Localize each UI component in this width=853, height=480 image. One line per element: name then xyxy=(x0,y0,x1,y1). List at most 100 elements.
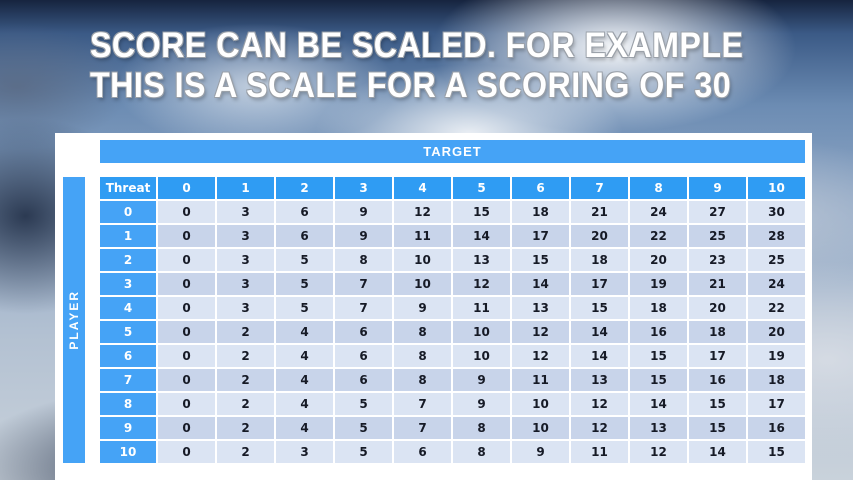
table-cell: 3 xyxy=(217,297,274,319)
table-cell: 0 xyxy=(158,297,215,319)
table-cell: 4 xyxy=(276,345,333,367)
table-cell: 16 xyxy=(748,417,805,439)
table-cell: 11 xyxy=(394,225,451,247)
table-cell: 12 xyxy=(571,417,628,439)
table-cell: 10 xyxy=(453,321,510,343)
row-header-cell: 7 xyxy=(100,369,156,391)
table-cell: 7 xyxy=(394,417,451,439)
column-header-cell: 10 xyxy=(748,177,805,199)
row-header-cell: 4 xyxy=(100,297,156,319)
column-header-cell: 2 xyxy=(276,177,333,199)
table-cell: 30 xyxy=(748,201,805,223)
table-cell: 2 xyxy=(217,369,274,391)
table-cell: 15 xyxy=(630,369,687,391)
table-cell: 14 xyxy=(453,225,510,247)
table-cell: 2 xyxy=(217,393,274,415)
table-cell: 15 xyxy=(512,249,569,271)
table-cell: 15 xyxy=(689,393,746,415)
table-cell: 0 xyxy=(158,345,215,367)
table-cell: 0 xyxy=(158,393,215,415)
table-cell: 20 xyxy=(630,249,687,271)
column-header-cell: 9 xyxy=(689,177,746,199)
table-cell: 10 xyxy=(453,345,510,367)
table-cell: 27 xyxy=(689,201,746,223)
table-cell: 12 xyxy=(512,321,569,343)
table-cell: 18 xyxy=(571,249,628,271)
table-cell: 12 xyxy=(571,393,628,415)
row-header-cell: 5 xyxy=(100,321,156,343)
table-cell: 20 xyxy=(689,297,746,319)
table-cell: 2 xyxy=(217,345,274,367)
table-cell: 6 xyxy=(394,441,451,463)
table-cell: 28 xyxy=(748,225,805,247)
title-line-1: SCORE CAN BE SCALED. FOR EXAMPLE xyxy=(90,26,744,65)
title-line-2: THIS IS A SCALE FOR A SCORING OF 30 xyxy=(90,66,732,105)
table-cell: 21 xyxy=(571,201,628,223)
column-header-cell: 3 xyxy=(335,177,392,199)
table-cell: 9 xyxy=(453,369,510,391)
table-cell: 21 xyxy=(689,273,746,295)
table-cell: 11 xyxy=(453,297,510,319)
table-cell: 14 xyxy=(630,393,687,415)
table-cell: 25 xyxy=(748,249,805,271)
table-cell: 18 xyxy=(689,321,746,343)
row-header-cell: 3 xyxy=(100,273,156,295)
table-cell: 13 xyxy=(453,249,510,271)
table-cell: 8 xyxy=(394,345,451,367)
table-cell: 8 xyxy=(453,441,510,463)
table-cell: 23 xyxy=(689,249,746,271)
player-header: PLAYER xyxy=(63,177,85,463)
table-cell: 8 xyxy=(453,417,510,439)
table-cell: 6 xyxy=(335,321,392,343)
table-cell: 4 xyxy=(276,417,333,439)
table-cell: 5 xyxy=(276,273,333,295)
slide-title: SCORE CAN BE SCALED. FOR EXAMPLE THIS IS… xyxy=(90,26,743,106)
table-cell: 10 xyxy=(394,249,451,271)
table-cell: 17 xyxy=(748,393,805,415)
column-header-cell: 5 xyxy=(453,177,510,199)
table-cell: 0 xyxy=(158,369,215,391)
table-cell: 10 xyxy=(512,393,569,415)
player-label: PLAYER xyxy=(67,290,81,350)
row-header-cell: 1 xyxy=(100,225,156,247)
table-cell: 19 xyxy=(748,345,805,367)
target-header: TARGET xyxy=(100,140,805,163)
column-header-cell: 0 xyxy=(158,177,215,199)
table-cell: 15 xyxy=(630,345,687,367)
table-cell: 5 xyxy=(276,297,333,319)
table-cell: 0 xyxy=(158,273,215,295)
table-cell: 9 xyxy=(335,201,392,223)
table-cell: 6 xyxy=(276,201,333,223)
table-cell: 6 xyxy=(335,369,392,391)
table-cell: 4 xyxy=(276,369,333,391)
table-cell: 17 xyxy=(512,225,569,247)
table-cell: 9 xyxy=(394,297,451,319)
table-cell: 8 xyxy=(335,249,392,271)
table-cell: 2 xyxy=(217,321,274,343)
table-cell: 15 xyxy=(748,441,805,463)
row-header-cell: 6 xyxy=(100,345,156,367)
column-header-cell: 1 xyxy=(217,177,274,199)
table-cell: 3 xyxy=(217,249,274,271)
table-cell: 4 xyxy=(276,321,333,343)
table-cell: 6 xyxy=(335,345,392,367)
table-cell: 22 xyxy=(630,225,687,247)
table-cell: 3 xyxy=(276,441,333,463)
table-cell: 7 xyxy=(335,297,392,319)
table-cell: 11 xyxy=(512,369,569,391)
table-cell: 17 xyxy=(689,345,746,367)
table-cell: 10 xyxy=(394,273,451,295)
table-cell: 5 xyxy=(335,417,392,439)
table-cell: 5 xyxy=(276,249,333,271)
table-cell: 0 xyxy=(158,201,215,223)
table-cell: 9 xyxy=(453,393,510,415)
target-label: TARGET xyxy=(423,144,482,159)
table-cell: 14 xyxy=(571,345,628,367)
table-cell: 13 xyxy=(512,297,569,319)
table-cell: 24 xyxy=(748,273,805,295)
table-cell: 6 xyxy=(276,225,333,247)
column-header-cell: 8 xyxy=(630,177,687,199)
table-cell: 20 xyxy=(571,225,628,247)
table-cell: 20 xyxy=(748,321,805,343)
